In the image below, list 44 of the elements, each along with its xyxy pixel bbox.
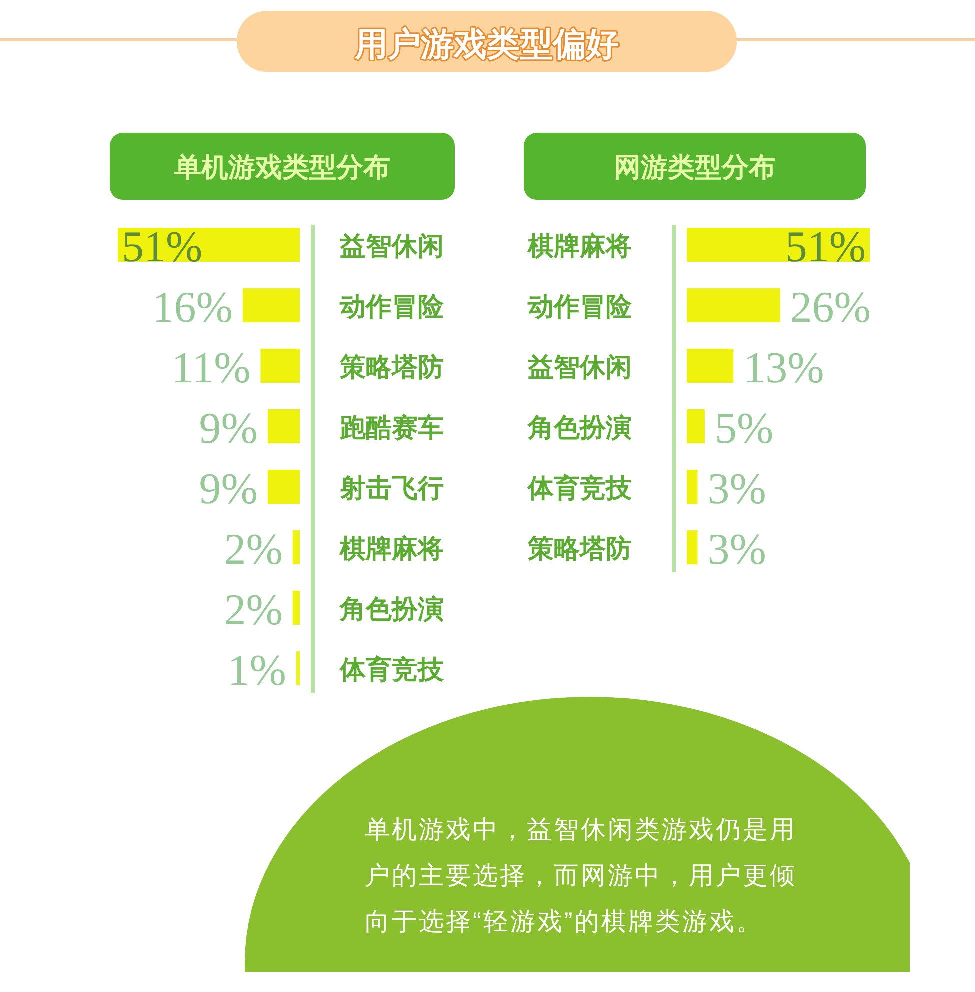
y-tick-label: 体育竞技 xyxy=(527,473,633,503)
bar xyxy=(242,288,300,322)
chart-title: 单机游戏类型分布 xyxy=(174,152,390,182)
text: 用户游戏类型偏好 xyxy=(354,26,619,62)
bar xyxy=(292,591,300,625)
data-label: 9% xyxy=(199,404,258,453)
data-label: 3% xyxy=(708,525,766,574)
y-tick-label: 射击飞行 xyxy=(340,473,444,503)
data-label: 26% xyxy=(790,283,871,332)
bar xyxy=(260,349,300,383)
y-tick-label: 棋牌麻将 xyxy=(339,534,444,564)
bar xyxy=(296,652,300,686)
y-tick-label: 策略塔防 xyxy=(527,534,632,564)
data-label: 2% xyxy=(224,586,283,634)
bar xyxy=(687,530,698,564)
text: 单机游戏中，益智休闲类游戏仍是用户的主要选择，而网游中，用户更倾向于选择“轻游戏”的棋牌类游戏。 xyxy=(365,816,797,936)
y-tick-label: 益智休闲 xyxy=(528,352,632,382)
y-tick-label: 动作冒险 xyxy=(527,292,633,322)
y-tick-label: 棋牌麻将 xyxy=(527,231,632,261)
data-label: 3% xyxy=(708,464,766,514)
bar xyxy=(687,288,780,322)
data-label: 5% xyxy=(714,404,774,453)
data-label: 13% xyxy=(744,344,824,392)
bar xyxy=(268,470,300,504)
y-tick-label: 角色扮演 xyxy=(339,594,444,624)
data-label: 2% xyxy=(224,525,283,574)
data-label: 11% xyxy=(172,344,251,392)
data-label: 16% xyxy=(152,283,233,332)
y-tick-label: 角色扮演 xyxy=(527,412,632,442)
chart-title: 网游类型分布 xyxy=(614,152,776,182)
bar xyxy=(292,530,300,564)
y-tick-label: 跑酷赛车 xyxy=(339,412,444,442)
bar xyxy=(687,349,734,383)
bar xyxy=(268,410,300,444)
data-label: 1% xyxy=(228,646,286,695)
data-label: 51% xyxy=(785,222,866,272)
data-label: 51% xyxy=(122,222,203,272)
y-tick-label: 策略塔防 xyxy=(339,352,444,382)
y-tick-label: 动作冒险 xyxy=(339,292,445,322)
data-label: 9% xyxy=(199,464,258,514)
y-tick-label: 体育竞技 xyxy=(339,654,445,684)
y-tick-label: 益智休闲 xyxy=(340,231,444,261)
bar xyxy=(687,410,705,444)
bar xyxy=(687,470,698,504)
